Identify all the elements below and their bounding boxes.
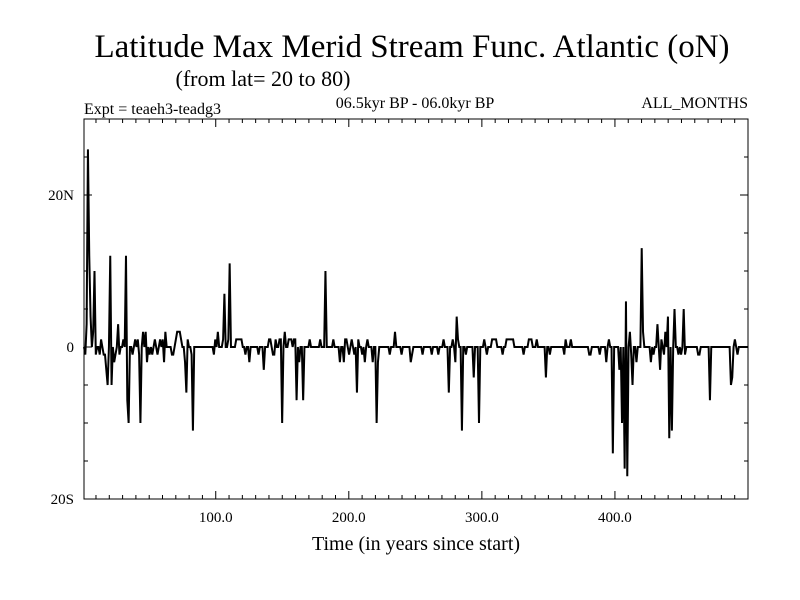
y-tick-label: 20S	[51, 492, 74, 508]
x-tick-label: 400.0	[598, 510, 632, 526]
series-layer	[83, 149, 748, 477]
y-tick-label: 0	[67, 340, 75, 356]
experiment-label: Expt = teaeh3-teadg3	[84, 101, 221, 118]
x-tick-label: 100.0	[199, 510, 233, 526]
y-axis-ticks: 20N 0 20S	[48, 156, 748, 508]
months-label: ALL_MONTHS	[641, 95, 748, 112]
x-axis-label: Time (in years since start)	[312, 533, 520, 555]
chart-title: Latitude Max Merid Stream Func. Atlantic…	[94, 29, 729, 65]
x-tick-label: 200.0	[332, 510, 366, 526]
series-line	[83, 149, 748, 477]
x-tick-label: 300.0	[465, 510, 499, 526]
plot-frame	[83, 118, 749, 500]
y-tick-label: 20N	[48, 188, 74, 204]
period-label: 06.5kyr BP - 06.0kyr BP	[336, 95, 495, 112]
x-axis-ticks: 100.0 200.0 300.0 400.0	[95, 119, 736, 526]
chart-subtitle: (from lat= 20 to 80)	[176, 66, 351, 91]
